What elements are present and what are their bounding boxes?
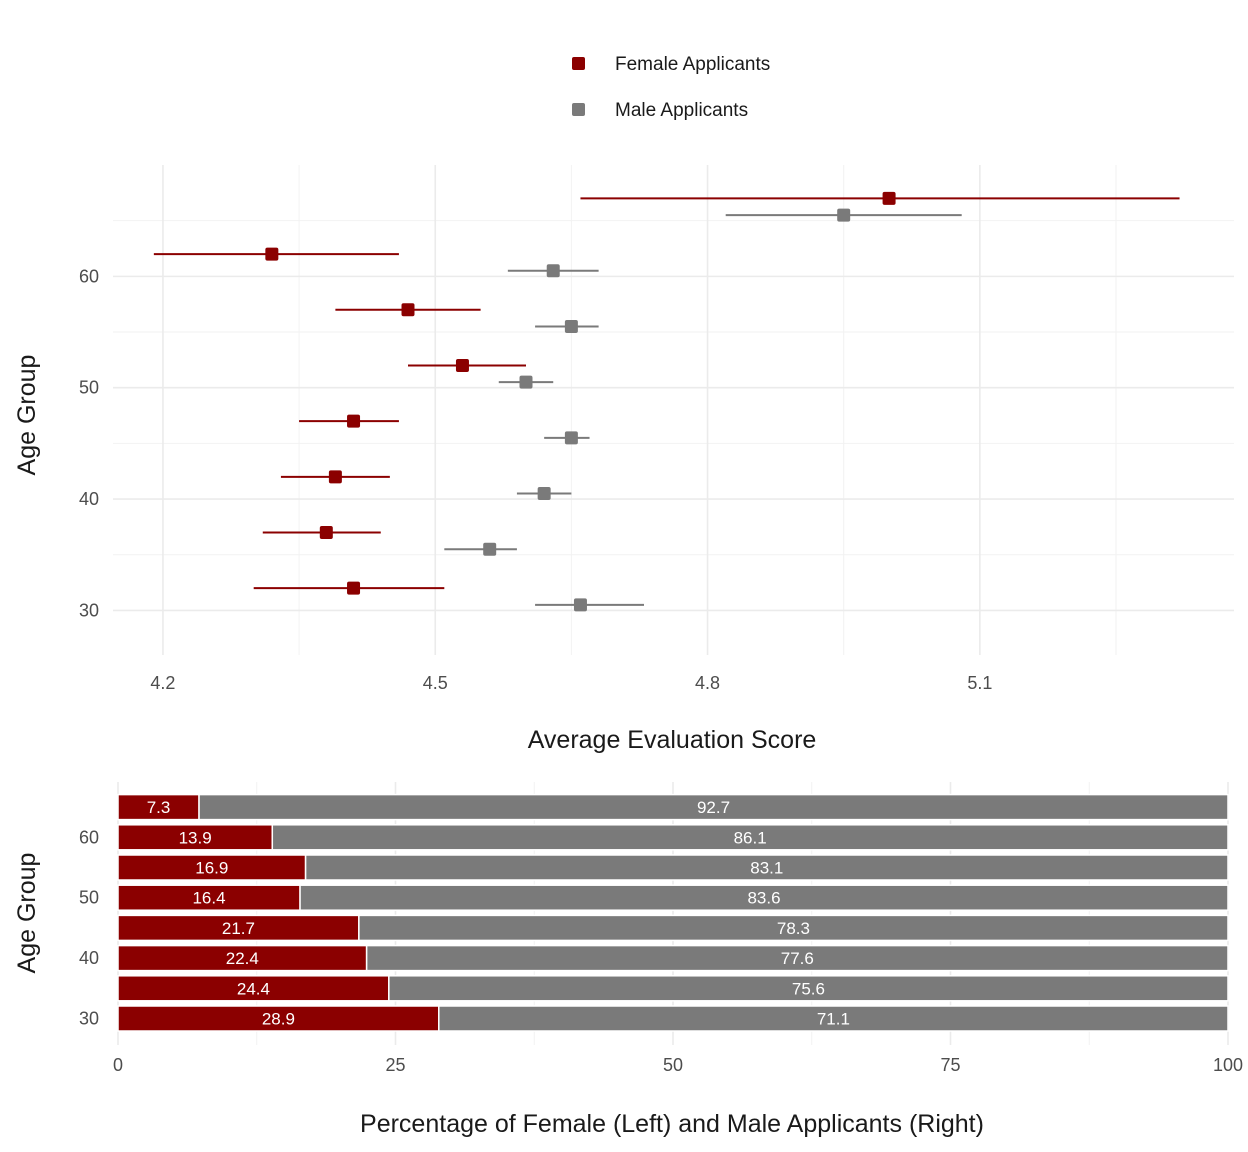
bar-value-label: 92.7 xyxy=(697,798,730,817)
bar-value-label: 78.3 xyxy=(777,919,810,938)
bottom-x-tick-labels: 0 25 50 75 100 xyxy=(113,1055,1243,1075)
bar-value-label: 16.9 xyxy=(195,859,228,878)
female-bar xyxy=(117,884,301,911)
point-range-panel: 4.2 4.5 4.8 5.1 30 40 50 60 Average Evaluation… xyxy=(13,165,1234,754)
x-tick-label: 5.1 xyxy=(967,673,992,693)
bar-value-label: 77.6 xyxy=(781,949,814,968)
bar-value-label: 71.1 xyxy=(817,1010,850,1029)
y-tick-label: 40 xyxy=(79,948,99,968)
y-tick-label: 50 xyxy=(79,888,99,908)
top-x-tick-labels: 4.2 4.5 4.8 5.1 xyxy=(150,673,992,693)
female-bar xyxy=(117,944,368,972)
male-bar xyxy=(358,914,1229,942)
x-tick-label: 4.8 xyxy=(695,673,720,693)
data-point xyxy=(882,191,896,205)
bottom-x-axis-title: Percentage of Female (Left) and Male App… xyxy=(360,1110,984,1138)
top-gridlines xyxy=(113,165,1234,655)
data-point xyxy=(483,542,497,556)
data-point xyxy=(401,303,415,317)
bar-value-label: 83.1 xyxy=(750,859,783,878)
legend-swatch-male xyxy=(572,103,585,116)
x-tick-label: 4.2 xyxy=(150,673,175,693)
y-tick-label: 60 xyxy=(79,266,99,286)
y-tick-label: 40 xyxy=(79,489,99,509)
legend-label-female: Female Applicants xyxy=(615,54,770,75)
data-point xyxy=(546,264,560,278)
x-tick-label: 50 xyxy=(663,1055,683,1075)
top-y-axis-title: Age Group xyxy=(13,355,41,476)
female-series xyxy=(153,191,1180,595)
x-tick-label: 25 xyxy=(385,1055,405,1075)
x-tick-label: 0 xyxy=(113,1055,123,1075)
bottom-bar-labels: 28.9 71.1 24.4 75.6 22.4 77.6 21.7 78.3 16.4 83.6… xyxy=(147,798,850,1028)
bottom-y-axis-title: Age Group xyxy=(13,853,41,974)
legend: Female Applicants Male Applicants xyxy=(572,54,770,121)
bar-value-label: 83.6 xyxy=(747,889,780,908)
data-point xyxy=(328,470,342,484)
data-point xyxy=(319,526,333,539)
bar-value-label: 7.3 xyxy=(147,798,171,817)
bar-value-label: 22.4 xyxy=(226,949,259,968)
y-tick-label: 30 xyxy=(79,600,99,620)
male-bar xyxy=(198,793,1229,821)
bar-value-label: 28.9 xyxy=(262,1010,295,1029)
male-bar xyxy=(304,854,1229,881)
female-bar xyxy=(117,914,360,942)
data-point xyxy=(455,358,469,372)
female-bar xyxy=(117,1005,440,1032)
y-tick-label: 50 xyxy=(79,378,99,398)
y-tick-label: 30 xyxy=(79,1009,99,1029)
bar-value-label: 24.4 xyxy=(237,979,270,998)
bottom-y-tick-labels: 30 40 50 60 xyxy=(79,827,99,1028)
x-tick-label: 100 xyxy=(1213,1055,1243,1075)
data-point xyxy=(537,487,551,501)
female-bar xyxy=(117,824,274,851)
data-point xyxy=(564,319,578,333)
data-point xyxy=(519,375,533,389)
y-tick-label: 60 xyxy=(79,827,99,847)
bar-value-label: 21.7 xyxy=(222,919,255,938)
male-bar xyxy=(438,1005,1229,1032)
bar-value-label: 75.6 xyxy=(792,979,825,998)
data-point xyxy=(347,414,361,428)
data-point xyxy=(837,208,851,222)
bar-value-label: 86.1 xyxy=(734,828,767,847)
top-x-axis-title: Average Evaluation Score xyxy=(528,726,817,754)
top-y-tick-labels: 30 40 50 60 xyxy=(79,266,99,620)
male-bar xyxy=(271,824,1229,851)
male-bar xyxy=(365,944,1229,972)
data-point xyxy=(265,247,279,261)
bottom-bars xyxy=(117,793,1229,1032)
data-point xyxy=(564,431,578,445)
legend-label-male: Male Applicants xyxy=(615,100,748,121)
x-tick-label: 75 xyxy=(940,1055,960,1075)
male-series xyxy=(444,208,962,612)
top-marks xyxy=(153,191,1180,612)
data-point xyxy=(347,581,361,595)
legend-swatch-female xyxy=(572,57,585,70)
data-point xyxy=(573,598,587,612)
bar-value-label: 13.9 xyxy=(179,828,212,847)
male-bar xyxy=(299,884,1229,911)
male-bar xyxy=(388,975,1229,1002)
bar-value-label: 16.4 xyxy=(192,889,225,908)
stacked-bar-panel: 28.9 71.1 24.4 75.6 22.4 77.6 21.7 78.3 16.4 83.6… xyxy=(13,782,1243,1138)
x-tick-label: 4.5 xyxy=(423,673,448,693)
